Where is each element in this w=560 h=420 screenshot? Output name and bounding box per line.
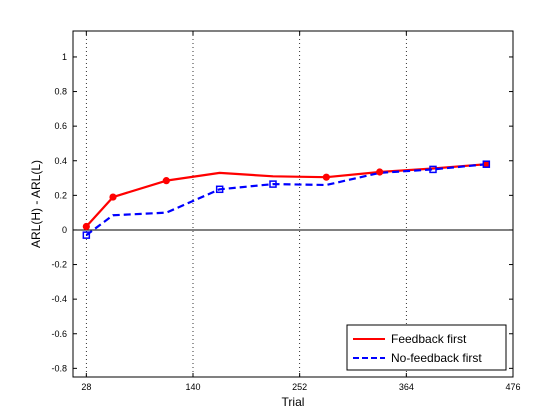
y-tick-label: -0.6 [51, 329, 67, 339]
x-axis-label: Trial [282, 395, 305, 409]
legend: Feedback first No-feedback first [346, 324, 507, 371]
series-line-no-feedback-first [85, 163, 487, 237]
data-point-feedback-first [109, 193, 117, 201]
y-tick-label: 0 [62, 225, 67, 235]
data-point-feedback-first [322, 173, 330, 181]
y-tick-label: 0.2 [54, 190, 67, 200]
axes-frame [72, 30, 514, 378]
data-point-no-feedback-first [429, 165, 437, 174]
y-tick-label: 0.4 [54, 156, 67, 166]
y-tick-label: 0.8 [54, 87, 67, 97]
data-point-no-feedback-first [269, 180, 277, 188]
grid-layer [85, 31, 407, 377]
series-layer [82, 160, 491, 239]
y-tick-label: 0.6 [54, 121, 67, 131]
legend-box [346, 324, 507, 371]
x-tick-label: 28 [81, 382, 91, 392]
data-point-feedback-first [162, 177, 170, 185]
data-point-feedback-first [376, 168, 384, 176]
y-tick-label: 1 [62, 52, 67, 62]
y-tick-label: -0.2 [51, 260, 67, 270]
data-point-no-feedback-first [482, 160, 491, 168]
y-axis-label: ARL(H) - ARL(L) [29, 160, 43, 248]
tick-layer: 28 140 252 364 476 -0.8 -0.6 -0.4 -0.2 0 0.2 0.4 0.6… [51, 31, 521, 392]
legend-label-no-feedback-first: No-feedback first [391, 351, 482, 365]
data-point-no-feedback-first [82, 231, 91, 239]
x-tick-label: 252 [292, 382, 307, 392]
legend-label-feedback-first: Feedback first [391, 332, 467, 346]
y-tick-label: -0.8 [51, 363, 67, 373]
data-point-feedback-first [482, 160, 490, 168]
x-tick-label: 140 [185, 382, 200, 392]
data-point-feedback-first [82, 222, 90, 231]
data-point-no-feedback-first [215, 185, 224, 194]
x-tick-label: 476 [505, 382, 520, 392]
y-tick-label: -0.4 [51, 294, 67, 304]
x-tick-label: 364 [399, 382, 414, 392]
